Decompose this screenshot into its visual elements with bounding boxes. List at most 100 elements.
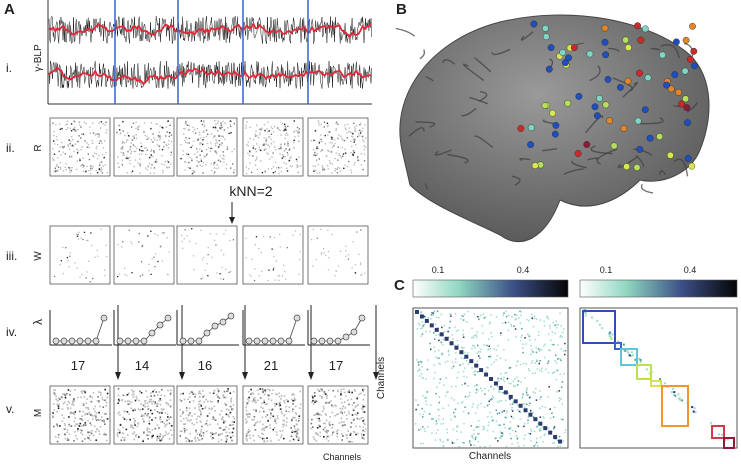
matrix-cell <box>59 264 61 266</box>
matrix-cell <box>180 157 182 160</box>
matrix-cell <box>81 433 84 436</box>
matrix-cell <box>438 357 440 359</box>
matrix-cell <box>337 166 339 169</box>
matrix-cell <box>460 315 463 317</box>
matrix-cell <box>213 418 216 421</box>
matrix-cell <box>56 138 58 141</box>
matrix-cell <box>530 428 532 431</box>
diag-cell <box>533 417 538 422</box>
matrix-cell <box>534 372 536 374</box>
matrix-cell <box>91 139 93 142</box>
matrix-cell <box>471 327 473 329</box>
matrix-cell <box>323 168 326 171</box>
matrix-cell <box>154 161 156 163</box>
matrix-cell <box>232 163 234 165</box>
matrix-cell <box>183 431 186 434</box>
matrix-cell <box>207 246 209 249</box>
matrix-cell <box>122 241 124 243</box>
matrix-cell <box>217 440 220 443</box>
matrix-cell <box>169 399 172 401</box>
matrix-cell <box>310 422 313 425</box>
lambda-point <box>68 337 76 345</box>
matrix-cell <box>192 393 194 395</box>
matrix-cell <box>539 319 542 321</box>
matrix-cell <box>461 441 464 444</box>
matrix-cell <box>96 399 99 402</box>
matrix-cell <box>87 408 90 411</box>
matrix-cell <box>325 395 328 398</box>
matrix-cell <box>134 150 137 153</box>
matrix-cell <box>341 412 343 414</box>
matrix-cell <box>80 149 82 151</box>
matrix-cell <box>505 371 508 374</box>
matrix-cell <box>130 425 132 427</box>
matrix-cell <box>211 407 213 410</box>
matrix-cell <box>166 160 168 162</box>
electrode <box>646 134 654 142</box>
matrix-cell <box>467 385 469 387</box>
matrix-cell <box>533 430 536 433</box>
matrix-frame <box>113 225 175 285</box>
gyrus <box>633 148 653 156</box>
matrix-cell <box>428 413 431 415</box>
matrix-cell <box>279 246 281 248</box>
matrix-cell <box>321 165 323 167</box>
matrix-cell <box>196 151 198 153</box>
matrix-cell <box>250 275 252 278</box>
matrix-cell <box>67 406 69 409</box>
matrix-cell <box>89 281 91 283</box>
matrix-cell <box>150 139 153 141</box>
x-label: Channels <box>323 452 362 462</box>
matrix-cell <box>561 381 564 383</box>
electrode <box>667 85 675 93</box>
matrix-cell <box>180 144 182 146</box>
matrix-cell <box>538 350 541 352</box>
matrix-cell <box>105 244 107 246</box>
electrode <box>623 163 630 171</box>
matrix-cell <box>164 424 167 426</box>
matrix-cell <box>342 153 345 155</box>
matrix-cell <box>62 272 64 275</box>
matrix-cell <box>246 420 248 423</box>
matrix-cell <box>429 342 431 345</box>
matrix-cell <box>339 250 342 252</box>
matrix-cell <box>158 144 160 147</box>
matrix-cell <box>55 123 57 126</box>
matrix-cell <box>147 438 149 440</box>
matrix-cell <box>141 408 144 410</box>
lambda-point <box>350 328 358 336</box>
diag-cell <box>677 393 680 396</box>
matrix-cell <box>338 152 341 155</box>
matrix-cell <box>278 392 280 394</box>
matrix-cell <box>518 445 520 447</box>
matrix-cell <box>74 417 77 419</box>
matrix-cell <box>245 409 248 412</box>
matrix-cell <box>486 344 488 347</box>
matrix-cell <box>74 128 76 131</box>
matrix-cell <box>204 423 207 426</box>
matrix-cell <box>509 433 511 435</box>
matrix-cell <box>487 389 490 392</box>
matrix-cell <box>520 381 522 383</box>
matrix-cell <box>259 133 261 136</box>
matrix-cell <box>262 427 264 430</box>
matrix-cell <box>159 134 161 136</box>
matrix-cell <box>78 418 81 420</box>
matrix-cell <box>87 419 89 422</box>
matrix-cell <box>464 406 466 408</box>
matrix-cell <box>263 144 265 146</box>
matrix-cell <box>204 155 207 158</box>
matrix-cell <box>364 124 366 126</box>
matrix-cell <box>168 135 170 138</box>
matrix-cell <box>55 165 58 167</box>
matrix-cell <box>133 393 135 395</box>
matrix-cell <box>424 397 426 400</box>
matrix-cell <box>268 389 271 391</box>
matrix-cell <box>193 153 196 155</box>
matrix-cell <box>553 426 556 428</box>
matrix-cell <box>283 123 286 125</box>
matrix-cell <box>269 417 272 419</box>
matrix-cell <box>98 433 101 435</box>
matrix-cell <box>516 376 518 379</box>
matrix-cell <box>523 437 525 440</box>
